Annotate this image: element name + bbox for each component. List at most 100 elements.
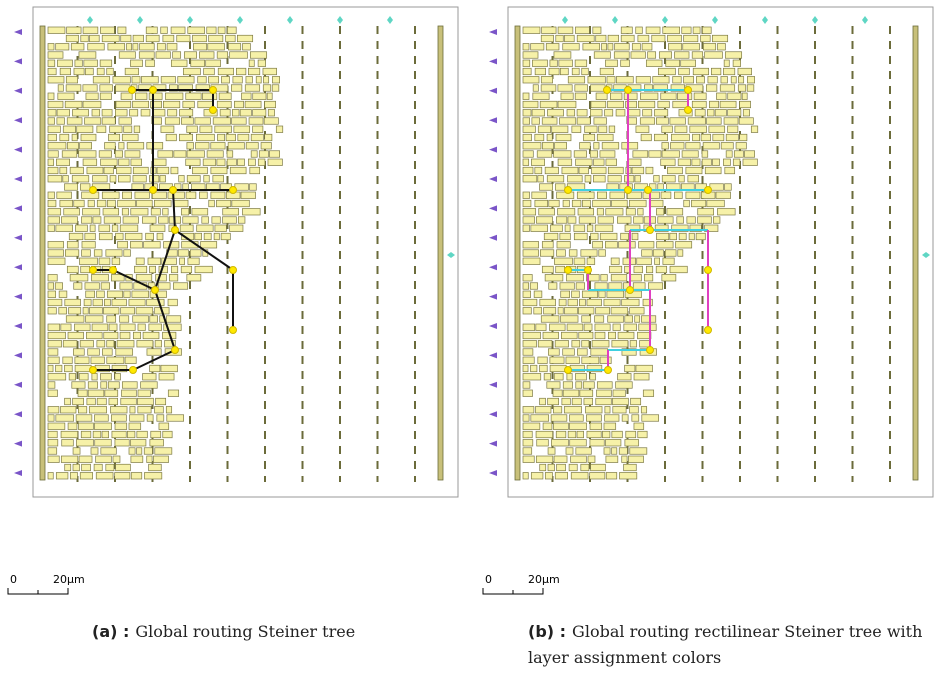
cell: [183, 217, 198, 224]
cell: [88, 390, 104, 397]
cell: [65, 101, 82, 108]
cell: [663, 27, 680, 34]
cell: [674, 52, 689, 59]
cell: [541, 316, 559, 323]
cell: [60, 407, 75, 414]
cell: [542, 266, 553, 273]
cell: [166, 316, 180, 323]
cell: [146, 35, 159, 42]
cell: [122, 382, 137, 389]
cell: [81, 35, 89, 42]
cell: [48, 382, 55, 389]
cell: [572, 200, 581, 207]
cell: [556, 266, 565, 273]
cell: [595, 332, 605, 339]
cell: [608, 167, 623, 174]
cell: [684, 200, 690, 207]
cell: [137, 398, 153, 405]
cell: [581, 250, 597, 257]
cell: [179, 110, 192, 117]
cell: [63, 126, 75, 133]
cell: [656, 266, 666, 273]
cell: [133, 167, 148, 174]
cell: [187, 126, 198, 133]
cell: [99, 233, 112, 240]
cell: [178, 77, 194, 84]
cell: [142, 217, 156, 224]
route-node: [129, 87, 136, 94]
cell: [155, 407, 164, 414]
cell: [591, 101, 606, 108]
cell: [56, 415, 74, 422]
cell: [231, 85, 242, 92]
route-node: [90, 187, 97, 194]
cell: [655, 258, 660, 265]
cell: [605, 440, 620, 447]
cell: [201, 242, 217, 249]
cell: [80, 143, 92, 150]
cell: [531, 365, 537, 372]
cell: [165, 93, 183, 100]
cell: [574, 225, 585, 232]
cell: [594, 159, 604, 166]
io-pin: [14, 470, 22, 476]
cell: [595, 324, 610, 331]
cell: [48, 176, 62, 183]
cell: [639, 324, 656, 331]
io-pin: [14, 88, 22, 94]
cell: [639, 242, 654, 249]
cell: [703, 143, 719, 150]
cell: [102, 118, 115, 125]
cell: [72, 382, 85, 389]
cell: [602, 143, 619, 150]
cell: [202, 93, 216, 100]
cell: [127, 143, 144, 150]
cell: [217, 159, 225, 166]
cell: [633, 151, 648, 158]
io-pin: [14, 323, 22, 329]
cell: [608, 332, 615, 339]
cell: [640, 93, 658, 100]
cell: [150, 266, 156, 273]
cell: [187, 275, 201, 282]
cell: [138, 390, 150, 397]
cell: [97, 200, 106, 207]
cell: [130, 407, 135, 414]
cell: [88, 349, 100, 356]
cell: [263, 77, 268, 84]
route-node: [90, 267, 97, 274]
cell: [180, 258, 185, 265]
cell: [109, 134, 120, 141]
cell: [693, 68, 708, 75]
cell: [563, 200, 569, 207]
cell: [523, 60, 530, 67]
cell: [48, 68, 56, 75]
cell: [147, 299, 164, 306]
cell: [630, 407, 639, 414]
cell: [558, 308, 563, 315]
cell: [674, 192, 682, 199]
cell: [190, 250, 201, 257]
cell: [587, 225, 593, 232]
cell: [652, 35, 665, 42]
cell: [632, 415, 639, 422]
cell: [606, 209, 623, 216]
cell: [564, 407, 581, 414]
cell: [78, 390, 87, 397]
cell: [166, 407, 171, 414]
io-pin: [489, 147, 497, 153]
cell: [131, 209, 148, 216]
cell: [204, 176, 209, 183]
cell: [167, 415, 184, 422]
cell: [97, 398, 106, 405]
cell: [591, 233, 599, 240]
cell: [97, 126, 106, 133]
cell: [634, 266, 643, 273]
cell: [681, 60, 696, 67]
cell: [636, 77, 650, 84]
cell: [613, 407, 626, 414]
cell: [48, 390, 57, 397]
cell: [597, 209, 603, 216]
cell: [537, 151, 552, 158]
cell: [139, 52, 154, 59]
